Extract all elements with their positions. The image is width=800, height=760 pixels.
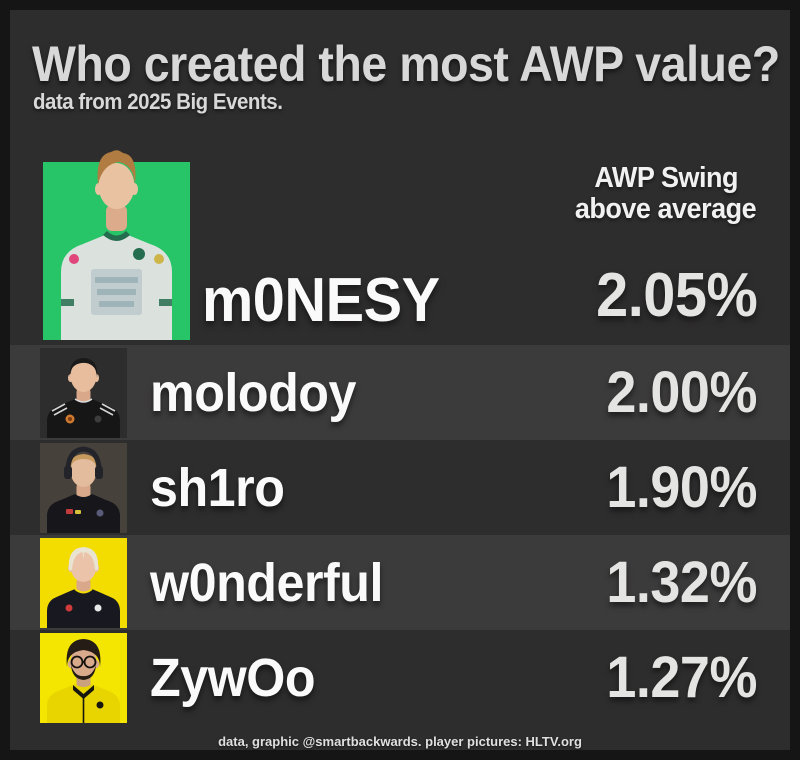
- player-avatar-m0nesy-icon: [43, 150, 190, 340]
- head: [70, 360, 97, 392]
- player-value: 1.90%: [606, 455, 757, 520]
- hair: [66, 639, 101, 667]
- jersey: [47, 684, 120, 723]
- hair: [69, 454, 98, 469]
- player-photo: [40, 443, 127, 533]
- jersey: [61, 231, 172, 340]
- player-row: ZywOo 1.27%: [10, 630, 790, 725]
- player-name: sh1ro: [150, 458, 285, 518]
- player-value: 2.05%: [595, 261, 758, 330]
- player-value: 1.32%: [606, 550, 757, 615]
- player-avatar-w0nderful-icon: [40, 538, 127, 628]
- player-name: w0nderful: [150, 553, 383, 613]
- player-value: 1.27%: [606, 645, 757, 710]
- player-photo: [40, 633, 127, 723]
- hair: [97, 150, 136, 184]
- value-column-header-line1: AWP Swing: [594, 162, 738, 194]
- headset: [64, 446, 103, 479]
- player-avatar-sh1ro-icon: [40, 443, 127, 533]
- player-row: w0nderful 1.32%: [10, 535, 790, 630]
- jersey: [47, 398, 120, 438]
- player-avatar-zywoo-icon: [40, 633, 127, 723]
- page-title: Who created the most AWP value?: [32, 36, 780, 92]
- jersey: [47, 494, 120, 533]
- hair: [68, 547, 99, 570]
- player-avatar-molodoy-icon: [40, 348, 127, 438]
- player-value: 2.00%: [606, 360, 757, 425]
- footer-credit: data, graphic @smartbackwards. player pi…: [218, 734, 582, 749]
- player-photo: [40, 538, 127, 628]
- head: [70, 455, 97, 487]
- glasses: [70, 655, 97, 669]
- player-photo: [40, 348, 127, 438]
- player-name: m0NESY: [202, 266, 440, 335]
- subtitle: data from 2025 Big Events.: [33, 89, 283, 114]
- player-photo: [43, 147, 190, 340]
- beard: [71, 665, 96, 680]
- hair: [69, 358, 98, 378]
- player-row: molodoy 2.00%: [10, 345, 790, 440]
- value-column-header: AWP Swing above average: [541, 163, 791, 225]
- head: [98, 163, 135, 209]
- player-row: sh1ro 1.90%: [10, 440, 790, 535]
- jersey: [47, 588, 120, 628]
- player-name: molodoy: [150, 363, 356, 423]
- head: [70, 550, 97, 582]
- player-name: ZywOo: [150, 648, 316, 708]
- value-column-header-line2: above average: [575, 193, 757, 225]
